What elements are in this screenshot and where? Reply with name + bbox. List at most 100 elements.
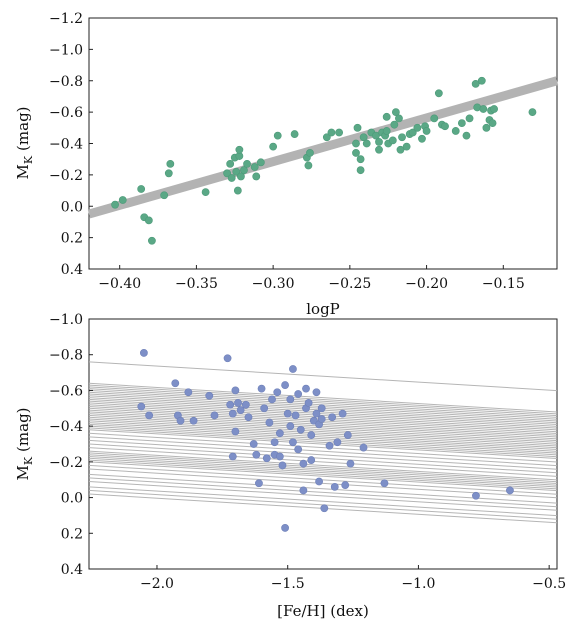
data-point [317,404,326,413]
data-point [273,388,282,397]
data-point [234,399,242,407]
data-point [315,477,323,486]
data-point [356,166,365,175]
chart-feh-vs-mk: −2.0 −1.5 −1.0 −0.5 −1.0 −0.8 −0.6 −0.4 −0.2 0.0… [14,312,566,620]
fit-line [88,477,558,508]
data-point [299,459,308,468]
data-point [252,172,261,181]
data-point [506,486,514,495]
fit-line [88,432,558,463]
data-point [243,159,251,168]
fit-line [88,473,558,504]
data-point [396,145,405,154]
data-point [356,155,365,164]
data-point [189,416,198,425]
fit-line [88,420,558,451]
data-point [223,354,232,363]
data-point [325,441,334,450]
fit-band-line [87,76,559,219]
data-point [270,438,279,447]
data-point [244,413,253,422]
data-point [380,479,389,488]
svg-text:MK(mag): MK (mag) [14,106,35,179]
data-point [265,418,274,427]
data-point [145,411,154,420]
fit-line [88,384,558,415]
fit-line [88,461,558,492]
fit-line [88,481,558,511]
x-axis-ticks-bottom: −2.0 −1.5 −1.0 −0.5 [140,565,566,592]
y-axis-ticks-bottom: −1.0 −0.8 −0.6 −0.4 −0.2 0.0 0.2 0.4 [49,312,93,578]
data-point [528,108,537,117]
fit-line [88,464,558,495]
y-axis-label-sub: K [22,456,35,465]
fit-line [88,429,558,459]
data-point [223,169,231,178]
x-tick-label-bottom: −2.0 [140,576,174,592]
fit-line [88,398,558,429]
data-point [382,127,391,135]
data-point [275,452,284,461]
data-point [257,384,266,393]
data-points-top [111,76,537,245]
data-point [281,524,289,532]
y-tick-label-top: 0.2 [61,231,83,247]
fit-line [88,386,558,417]
fit-line [88,382,558,413]
data-point [343,431,352,439]
data-point [430,114,439,123]
data-point [227,174,236,182]
data-point [299,486,308,495]
data-point [304,161,313,170]
x-axis-label-bottom: [Fe/H] (dex) [277,602,369,620]
data-point [457,119,466,128]
x-tick-label-top: −0.20 [405,276,448,292]
data-point [359,443,368,452]
y-axis-label-top: MK (mag) [14,106,35,179]
y-tick-label-bottom: −0.4 [49,419,83,435]
data-point [352,139,360,148]
fit-line [88,457,558,488]
x-tick-label-bottom: −1.0 [401,576,435,592]
data-point [382,112,391,121]
y-tick-label-bottom: 0.2 [61,526,83,542]
y-axis-label-main: M [14,164,32,179]
data-point [488,119,497,128]
data-point [235,145,244,154]
fit-line [88,459,558,490]
data-point [137,402,146,411]
data-point [233,186,242,195]
data-point [402,142,411,151]
data-point [184,388,193,397]
data-point [205,391,214,400]
data-point [250,163,259,171]
x-axis-label-top: logP [306,300,340,318]
data-point [294,445,303,454]
fit-line [88,452,558,483]
data-point [201,188,210,197]
y-tick-label-top: −0.4 [49,137,83,153]
data-point [118,196,127,204]
data-point [372,131,380,140]
fit-line [88,416,558,447]
data-point [237,172,245,181]
data-point [232,167,241,176]
data-point [294,390,303,398]
data-point [226,159,235,168]
data-point [451,127,460,135]
x-tick-label-bottom: −0.5 [532,576,566,592]
data-point [252,450,261,459]
data-point [418,134,426,143]
x-tick-label-bottom: −1.5 [271,576,305,592]
data-point [333,438,342,447]
data-point [273,131,282,140]
data-point [390,120,399,129]
data-point [304,399,313,407]
fit-line [88,361,558,392]
data-point [388,136,397,145]
x-tick-label-top: −0.35 [175,276,218,292]
fit-line [88,418,558,449]
fit-line [88,409,558,440]
data-point [281,381,289,389]
